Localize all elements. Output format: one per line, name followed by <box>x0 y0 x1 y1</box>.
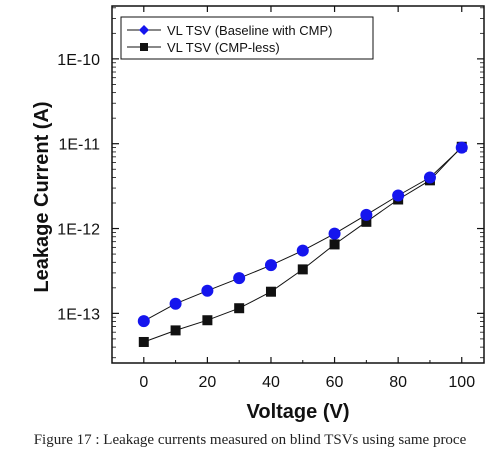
x-tick-label: 60 <box>326 374 344 391</box>
legend-marker-cmpless <box>140 43 148 51</box>
legend-box <box>120 16 374 60</box>
y-tick-label: 1E-13 <box>57 306 100 323</box>
data-point-baseline <box>455 141 468 154</box>
data-point-cmpless <box>202 315 213 326</box>
data-point-cmpless <box>170 325 181 336</box>
legend-label: VL TSV (Baseline with CMP) <box>167 23 332 38</box>
x-axis-title: Voltage (V) <box>247 401 350 423</box>
x-tick-label: 0 <box>139 374 148 391</box>
legend-marker-baseline <box>139 25 149 35</box>
data-point-baseline <box>264 259 277 272</box>
y-tick-label: 1E-10 <box>57 52 100 69</box>
data-point-baseline <box>169 297 182 310</box>
leakage-chart: 0 20 40 60 80 100 1E-13 1E-12 1E-11 1E-10 VL TSV (… <box>31 5 485 423</box>
figure-caption: Figure 17 : Leakage currents measured on… <box>33 432 467 448</box>
y-tick-label: 1E-11 <box>58 137 100 154</box>
y-axis-title: Leakage Current (A) <box>31 101 53 292</box>
series-line-2 <box>143 146 463 343</box>
data-point-cmpless <box>329 239 340 250</box>
x-tick-label: 80 <box>389 374 407 391</box>
legend-label: VL TSV (CMP-less) <box>167 40 280 55</box>
x-tick-label: 20 <box>198 374 216 391</box>
data-point-baseline <box>392 189 405 202</box>
plot-frame <box>111 5 485 364</box>
x-tick-label: 40 <box>262 374 280 391</box>
data-point-baseline <box>360 208 373 221</box>
data-point-cmpless <box>361 216 372 227</box>
data-point-cmpless <box>297 264 308 275</box>
y-tick-label: 1E-12 <box>57 222 100 239</box>
data-point-baseline <box>201 284 214 297</box>
data-point-baseline <box>423 171 436 184</box>
data-point-baseline <box>296 244 309 257</box>
data-point-baseline <box>328 227 341 240</box>
data-point-baseline <box>233 272 246 285</box>
series-line-1 <box>143 147 463 322</box>
x-tick-label: 100 <box>448 374 475 391</box>
data-point-baseline <box>137 315 150 328</box>
data-point-cmpless <box>138 336 149 347</box>
data-point-cmpless <box>265 286 276 297</box>
data-point-cmpless <box>234 303 245 314</box>
